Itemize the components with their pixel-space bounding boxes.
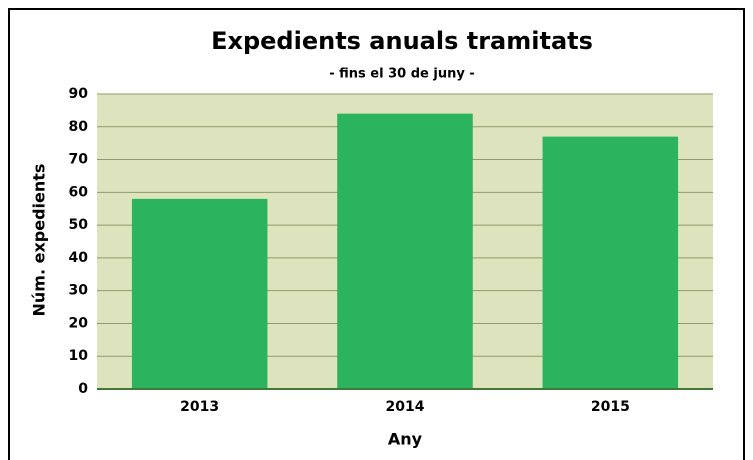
y-axis-label: Núm. expedients: [30, 164, 49, 317]
bar: [542, 136, 679, 389]
x-tick-label: 2015: [591, 399, 630, 415]
y-tick-label: 80: [69, 119, 89, 135]
y-tick-label: 20: [69, 315, 89, 331]
x-tick-label: 2013: [180, 399, 219, 415]
y-tick-label: 30: [69, 283, 89, 299]
bar: [337, 113, 473, 390]
chart-subtitle: - fins el 30 de juny -: [329, 67, 475, 82]
bar: [131, 198, 268, 389]
x-axis-label: Any: [388, 430, 423, 449]
y-tick-label: 90: [69, 86, 89, 102]
x-tick-label: 2014: [386, 399, 425, 415]
y-tick-label: 10: [69, 348, 89, 364]
y-tick-label: 60: [69, 184, 89, 200]
chart-title: Expedients anuals tramitats: [211, 27, 593, 55]
y-tick-label: 40: [69, 250, 89, 266]
y-tick-label: 50: [69, 217, 89, 233]
y-tick-label: 0: [78, 381, 88, 397]
y-tick-label: 70: [69, 152, 89, 168]
frame: [8, 8, 745, 460]
